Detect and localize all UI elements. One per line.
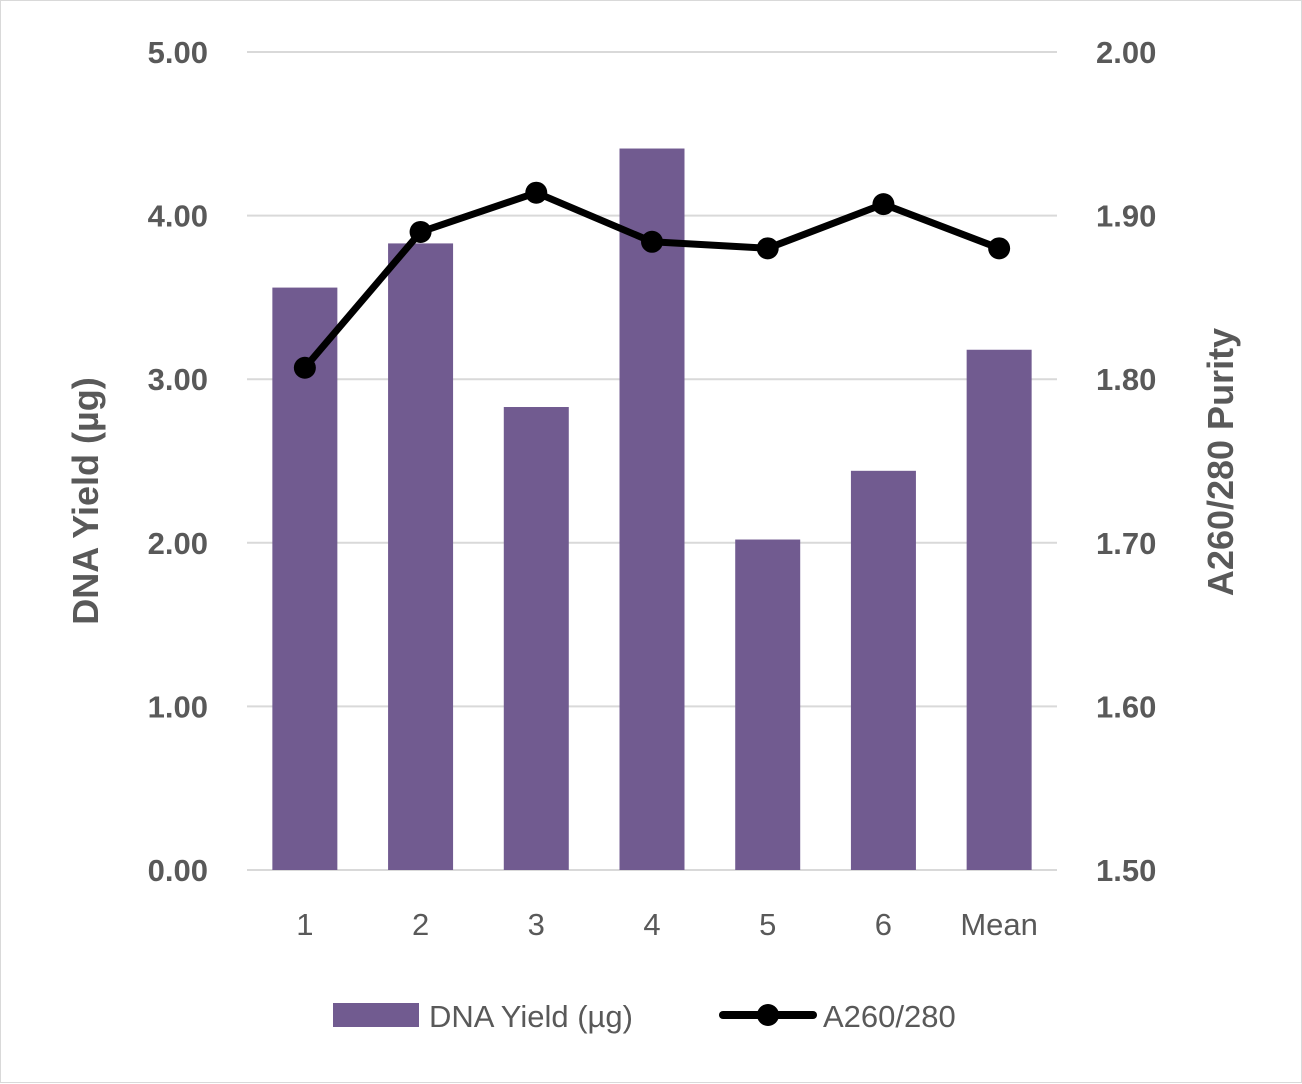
y-tick-label: 0.00 xyxy=(148,853,208,888)
right-axis-ticks: 1.50 1.60 1.70 1.80 1.90 2.00 xyxy=(1096,35,1156,888)
legend-marker-a260 xyxy=(757,1004,779,1026)
y2-tick-label: 1.80 xyxy=(1096,362,1156,397)
y2-tick-label: 1.60 xyxy=(1096,689,1156,724)
y-tick-label: 4.00 xyxy=(148,199,208,234)
category-label: 4 xyxy=(643,907,660,942)
line-point xyxy=(988,237,1011,260)
category-label: 1 xyxy=(296,907,313,942)
category-label: Mean xyxy=(960,907,1038,942)
y2-tick-label: 1.90 xyxy=(1096,199,1156,234)
category-labels: 1 2 3 4 5 6 Mean xyxy=(296,907,1038,942)
line-point xyxy=(293,356,316,379)
y-tick-label: 5.00 xyxy=(148,35,208,70)
y-tick-label: 3.00 xyxy=(148,362,208,397)
legend-label-dna-yield: DNA Yield (µg) xyxy=(429,999,633,1034)
category-label: 2 xyxy=(412,907,429,942)
bar xyxy=(388,243,454,871)
line-point xyxy=(525,181,548,204)
line-point xyxy=(641,230,663,253)
left-axis-ticks: 0.00 1.00 2.00 3.00 4.00 5.00 xyxy=(148,35,208,888)
y-tick-label: 1.00 xyxy=(148,689,208,724)
bar xyxy=(966,349,1032,870)
category-label: 6 xyxy=(875,907,892,942)
y2-tick-label: 1.70 xyxy=(1096,526,1156,561)
category-label: 3 xyxy=(528,907,545,942)
category-label: 5 xyxy=(759,907,776,942)
legend-swatch-dna-yield xyxy=(333,1003,419,1027)
line-point xyxy=(872,193,895,216)
bar xyxy=(272,287,338,871)
line-point xyxy=(756,237,779,260)
line-series xyxy=(293,181,1011,379)
y-tick-label: 2.00 xyxy=(148,526,208,561)
bar xyxy=(850,470,916,870)
line-point xyxy=(409,220,432,243)
y-axis-title: DNA Yield (µg) xyxy=(65,377,106,624)
legend: DNA Yield (µg) A260/280 xyxy=(333,999,956,1034)
y2-axis-title: A260/280 Purity xyxy=(1200,328,1241,596)
legend-label-a260: A260/280 xyxy=(823,999,956,1034)
bars xyxy=(272,148,1032,871)
y2-tick-label: 2.00 xyxy=(1096,35,1156,70)
bar xyxy=(503,407,569,870)
y2-tick-label: 1.50 xyxy=(1096,853,1156,888)
bar xyxy=(735,539,801,870)
bar xyxy=(619,148,685,871)
